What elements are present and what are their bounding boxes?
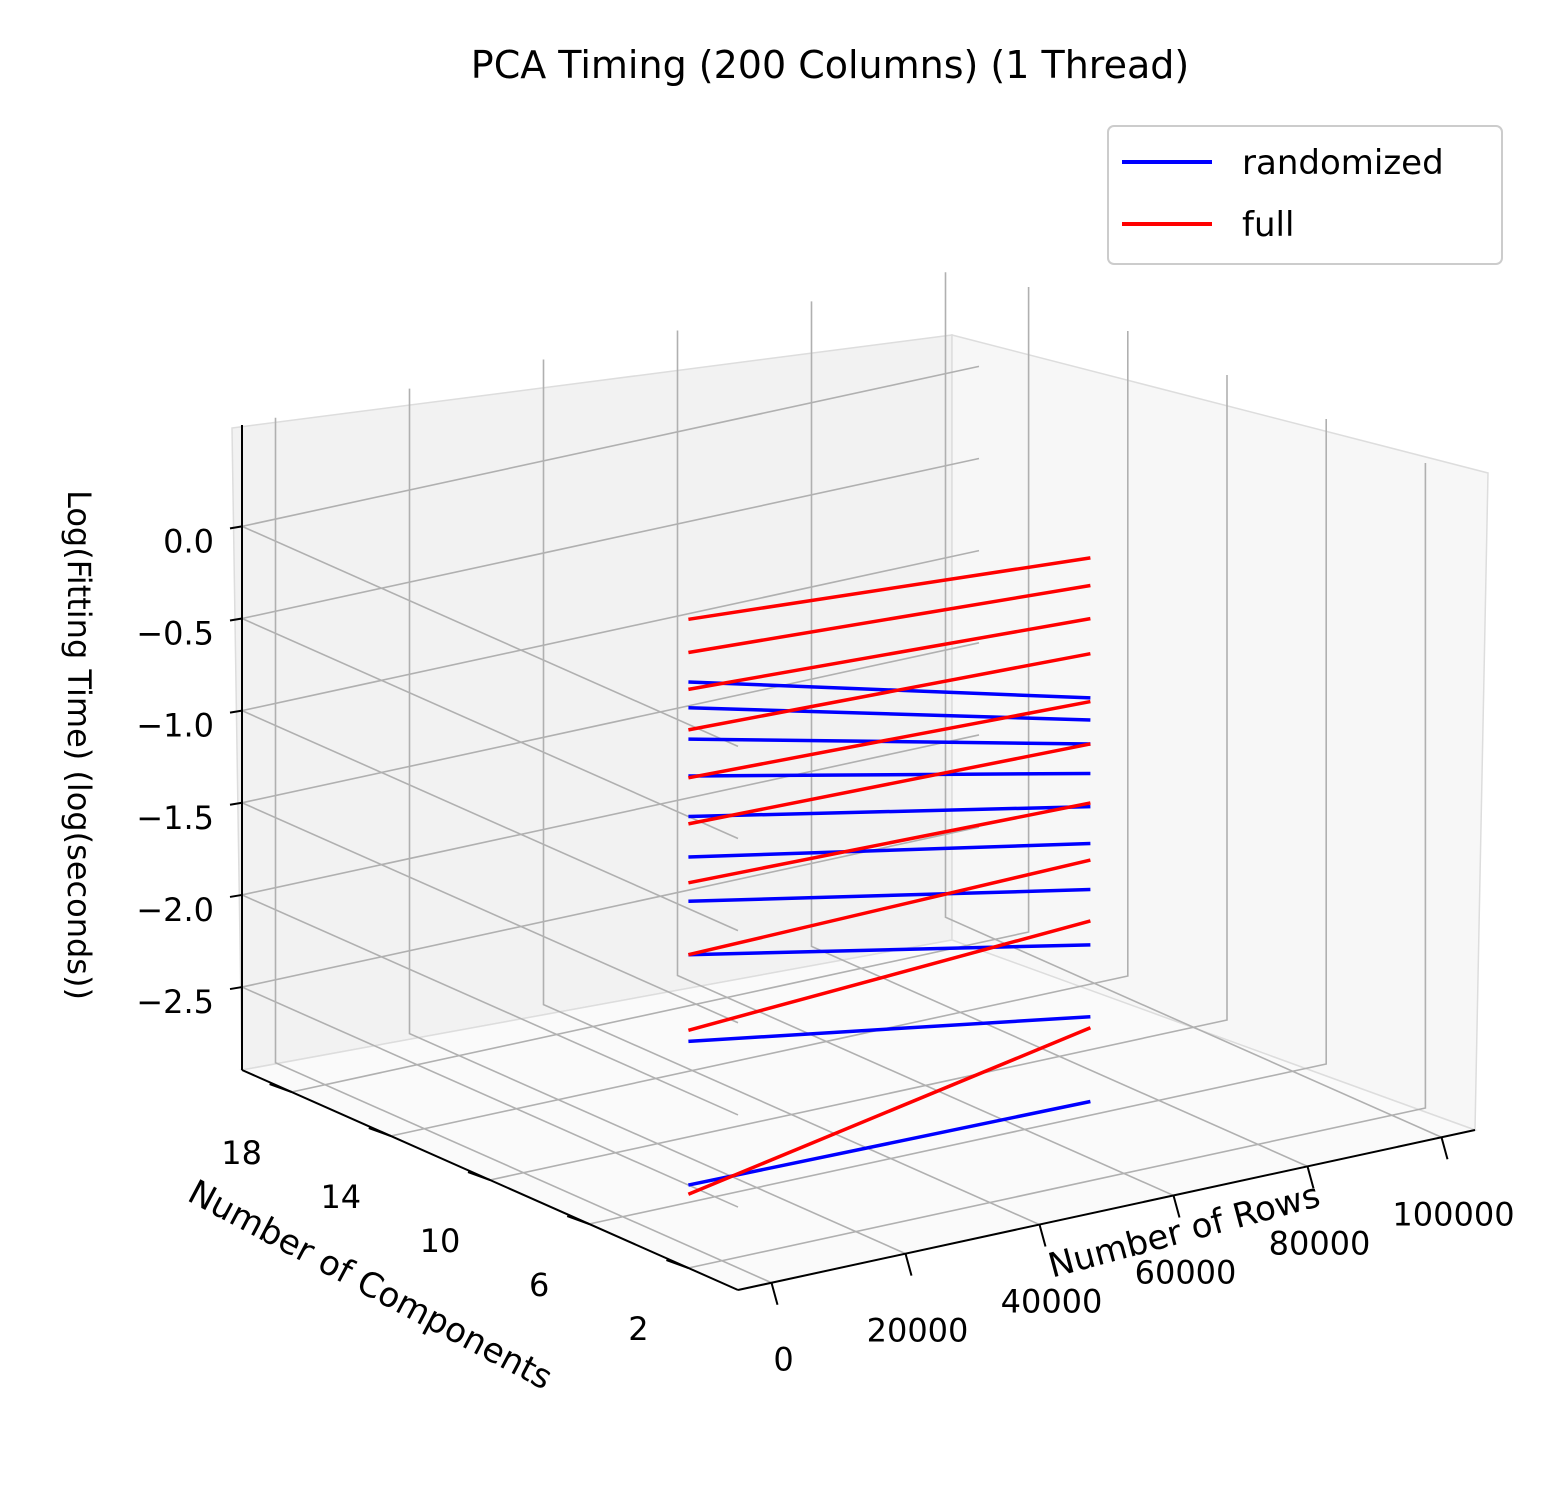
x-tick-label: 40000: [1001, 1283, 1103, 1321]
z-tick: [229, 801, 243, 806]
series-line-randomized: [688, 1099, 1091, 1187]
y-gridline: [589, 419, 1327, 1225]
z-tick: [229, 893, 243, 898]
series-line-full: [688, 699, 1091, 780]
series-line-full: [688, 583, 1091, 655]
series-line-full: [687, 919, 1091, 1032]
series-line-randomized: [688, 943, 1091, 957]
series-line-full: [688, 616, 1091, 692]
z-tick-label: −1.5: [136, 799, 214, 837]
y-axis-line: [241, 1069, 739, 1291]
legend-label-full: full: [1242, 205, 1294, 245]
x-tick: [1038, 1224, 1047, 1247]
x-tick-label: 100000: [1392, 1195, 1514, 1233]
y-gridline: [489, 375, 1228, 1181]
z-tick-label: −0.5: [136, 615, 214, 653]
series-line-full: [688, 801, 1091, 885]
x-tick: [1440, 1137, 1449, 1160]
x-gridline: [676, 330, 1174, 1197]
y-gridline: [390, 331, 1129, 1137]
x-tick-label: 0: [773, 1341, 793, 1379]
series-line-randomized: [688, 706, 1091, 722]
x-tick: [1172, 1195, 1181, 1218]
x-tick: [1306, 1166, 1315, 1189]
x-gridline: [542, 359, 1040, 1226]
y-tick-label: 18: [221, 1134, 262, 1172]
grid: [239, 272, 1442, 1284]
series-line-randomized: [688, 1014, 1091, 1044]
y-axis-label: Number of Components: [182, 1172, 559, 1398]
y-gridline: [291, 287, 1030, 1093]
x-tick: [770, 1282, 779, 1305]
legend: randomized full: [1107, 125, 1503, 265]
y-tick-label: 2: [628, 1310, 648, 1348]
series-line-full: [687, 858, 1091, 957]
x-tick-label: 20000: [867, 1312, 969, 1350]
z-tick-label: −2.0: [136, 891, 214, 929]
series-line-full: [688, 742, 1091, 826]
z-tick: [229, 525, 243, 530]
axes: 0 20000 40000 60000 80000 100000 2 6 10 14 18 −2.5 −…: [136, 425, 1515, 1379]
y-tick-label: 10: [420, 1222, 461, 1260]
series-line-randomized: [688, 804, 1091, 819]
z-tick: [229, 986, 243, 991]
y-tick-label: 6: [529, 1266, 549, 1304]
series-line-full: [688, 556, 1091, 622]
series-line-randomized: [688, 771, 1091, 778]
z-tick-label: −2.5: [136, 983, 214, 1021]
x-axis-line: [737, 1129, 1476, 1291]
z-tick: [229, 617, 243, 622]
x-gridline: [944, 272, 1442, 1139]
x-gridline: [810, 301, 1308, 1168]
series-line-randomized: [688, 737, 1091, 746]
series-line-randomized: [688, 887, 1091, 904]
z-tick-label: 0.0: [163, 522, 214, 560]
x-tick: [904, 1253, 913, 1276]
series-line-full: [688, 651, 1091, 732]
series-line-full: [687, 1026, 1092, 1196]
series-line-randomized: [688, 841, 1091, 859]
x-tick-label: 80000: [1269, 1224, 1371, 1262]
legend-label-randomized: randomized: [1242, 143, 1444, 183]
chart-title: PCA Timing (200 Columns) (1 Thread): [471, 43, 1189, 87]
x-gridline: [408, 388, 906, 1255]
y-gridline: [688, 463, 1427, 1269]
z-tick-label: −1.0: [136, 707, 214, 745]
series-line-randomized: [688, 680, 1091, 700]
back-panes: [231, 334, 1489, 1291]
y-tick-label: 14: [320, 1178, 361, 1216]
series: [687, 556, 1092, 1196]
z-tick: [229, 709, 243, 714]
x-tick-label: 60000: [1135, 1253, 1237, 1291]
z-axis-label: Log(Fitting Time) (log(seconds)): [60, 490, 98, 1000]
